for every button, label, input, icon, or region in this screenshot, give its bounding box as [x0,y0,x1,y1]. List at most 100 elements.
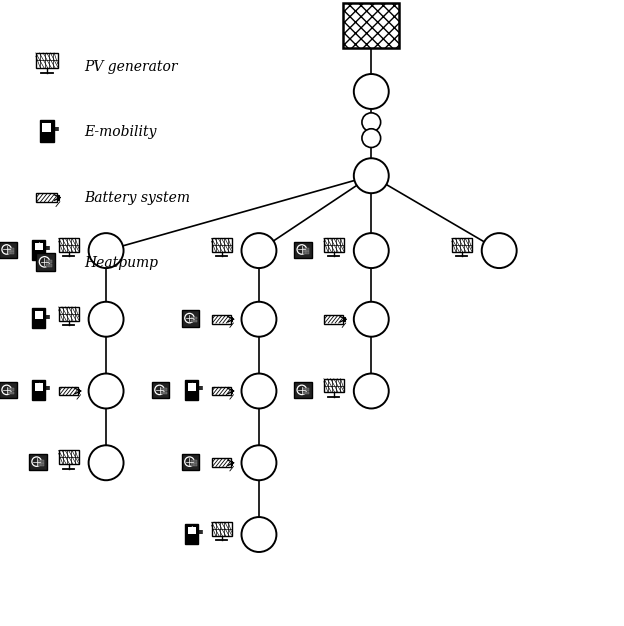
Bar [8,389,11,391]
Bar [46,264,49,267]
Bar [36,53,58,68]
Bar [38,460,41,463]
Bar [8,251,11,254]
Circle shape [89,374,124,409]
Bar [32,308,45,328]
Bar [41,460,44,463]
Circle shape [354,374,389,409]
Bar [185,523,198,543]
Bar [40,120,54,142]
Bar [161,391,163,394]
Bar [212,387,230,396]
Bar [38,463,41,466]
Bar [8,248,11,251]
Bar [0,382,17,398]
Circle shape [482,233,517,268]
Bar [324,379,344,393]
Circle shape [354,158,389,193]
Bar [194,320,197,322]
Bar [32,240,45,260]
Bar [303,251,306,254]
Bar [343,317,344,321]
Bar [182,310,200,327]
Bar [49,264,52,267]
Text: Battery system: Battery system [84,190,190,205]
Bar [59,387,77,396]
Bar [46,260,49,264]
Bar [295,382,312,398]
Circle shape [241,233,276,268]
Bar [11,251,14,254]
Bar [35,243,42,250]
Bar [182,454,200,470]
Bar [191,320,193,322]
Bar [194,460,197,463]
Bar [164,389,167,391]
Bar [36,193,57,202]
Circle shape [241,302,276,337]
Bar [35,383,42,391]
Text: E-mobility: E-mobility [84,125,157,139]
Bar [11,248,14,251]
Bar [152,382,170,398]
Bar [303,248,306,251]
Text: PV generator: PV generator [84,59,178,73]
Circle shape [362,113,381,131]
Circle shape [89,302,124,337]
Bar [187,383,195,391]
Bar [42,123,51,131]
Circle shape [354,233,389,268]
Bar [59,307,79,321]
Bar [230,389,232,393]
Bar [185,380,198,400]
Bar [49,260,52,264]
Bar [59,239,79,252]
Bar [452,239,472,252]
Bar [57,195,59,200]
Bar [306,251,309,254]
Bar [306,391,309,394]
Bar [0,242,17,258]
Bar [324,239,344,252]
Bar [161,389,163,391]
Bar [212,522,232,536]
Bar [295,242,312,258]
Text: Heatpump: Heatpump [84,256,158,270]
Bar [41,463,44,466]
Bar [191,463,193,466]
Bar [303,391,306,394]
Bar [35,311,42,319]
Bar [191,460,193,463]
Bar [32,380,45,400]
Bar [11,389,14,391]
Bar [191,317,193,319]
Circle shape [89,233,124,268]
Bar [194,463,197,466]
Bar [230,317,232,321]
Bar [77,389,79,393]
Bar [164,391,167,394]
Bar [194,317,197,319]
Bar [303,389,306,391]
Bar [8,391,11,394]
Bar [306,248,309,251]
Circle shape [89,445,124,480]
Bar [343,4,399,48]
Circle shape [354,74,389,109]
Bar [187,526,195,534]
Circle shape [241,517,276,552]
Circle shape [354,302,389,337]
Bar [11,391,14,394]
Bar [212,458,230,467]
Bar [36,254,56,271]
Bar [29,454,47,470]
Bar [212,315,230,324]
Circle shape [241,374,276,409]
Bar [230,461,232,465]
Circle shape [241,445,276,480]
Circle shape [362,129,381,148]
Bar [212,239,232,252]
Bar [59,450,79,464]
Bar [324,315,343,324]
Bar [306,389,309,391]
